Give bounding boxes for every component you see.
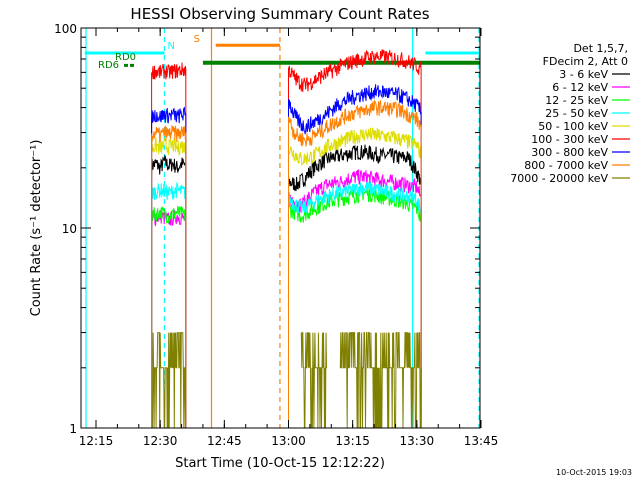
y-axis-label: Count Rate (s⁻¹ detector⁻¹) xyxy=(29,140,44,317)
series-line-2-0 xyxy=(151,205,186,225)
x-tick-label-0: 12:15 xyxy=(79,434,114,448)
series-line-4-0 xyxy=(151,136,187,157)
annotation-rd6: RD6 xyxy=(98,60,119,71)
series-line-4-1 xyxy=(288,127,422,167)
x-tick-label-2: 12:45 xyxy=(207,434,242,448)
y-tick-label-2: 100 xyxy=(54,22,77,36)
x-tick-label-1: 12:30 xyxy=(143,434,178,448)
annotation-n: N xyxy=(167,41,174,52)
series-8 xyxy=(151,332,422,428)
legend-header-1: FDecim 2, Att 0 xyxy=(543,55,628,68)
series-7 xyxy=(151,99,422,428)
legend-label-1: 6 - 12 keV xyxy=(552,81,608,94)
series-line-0-1 xyxy=(288,144,422,192)
series-line-3-0 xyxy=(151,181,187,201)
legend-label-0: 3 - 6 keV xyxy=(559,68,608,81)
y-tick-label-1: 10 xyxy=(62,222,77,236)
series-line-8-1 xyxy=(300,332,327,428)
legend-label-4: 50 - 100 keV xyxy=(538,120,608,133)
x-tick-label-3: 13:00 xyxy=(271,434,306,448)
series-line-0-0 xyxy=(151,154,187,175)
x-tick-label-4: 13:15 xyxy=(335,434,370,448)
series-line-8-0 xyxy=(151,332,187,428)
series-line-7-0 xyxy=(151,124,187,143)
legend-label-8: 7000 - 20000 keV xyxy=(510,172,608,185)
legend-label-7: 800 - 7000 keV xyxy=(524,159,608,172)
x-tick-label-5: 13:30 xyxy=(400,434,435,448)
series-line-7-1 xyxy=(288,99,422,147)
chart-title: HESSI Observing Summary Count Rates xyxy=(130,5,429,23)
annotation-s: S xyxy=(194,34,200,45)
y-tick-label-0: 1 xyxy=(69,422,77,436)
legend-label-5: 100 - 300 keV xyxy=(531,133,608,146)
series-line-8-2 xyxy=(339,332,422,428)
series-line-6-1 xyxy=(288,84,422,135)
series-line-5-1 xyxy=(288,49,422,92)
axis-ticks: 12:15 12:30 12:45 13:00 13:15 13:30 13:45 1 10 10… xyxy=(54,22,498,448)
legend-label-2: 12 - 25 keV xyxy=(545,94,608,107)
legend-label-6: 300 - 800 keV xyxy=(531,146,608,159)
legend-header-0: Det 1,5,7, xyxy=(573,42,628,55)
legend-label-3: 25 - 50 keV xyxy=(545,107,608,120)
series-line-2-1 xyxy=(288,185,422,223)
annotation-rd0: RD0 xyxy=(115,52,136,63)
x-tick-label-6: 13:45 xyxy=(464,434,499,448)
footer-timestamp: 10-Oct-2015 19:03 xyxy=(556,468,632,477)
series-line-5-0 xyxy=(151,62,187,80)
series-line-3-1 xyxy=(288,181,422,214)
x-axis-label: Start Time (10-Oct-15 12:12:22) xyxy=(175,456,385,471)
series-line-6-0 xyxy=(151,106,187,125)
